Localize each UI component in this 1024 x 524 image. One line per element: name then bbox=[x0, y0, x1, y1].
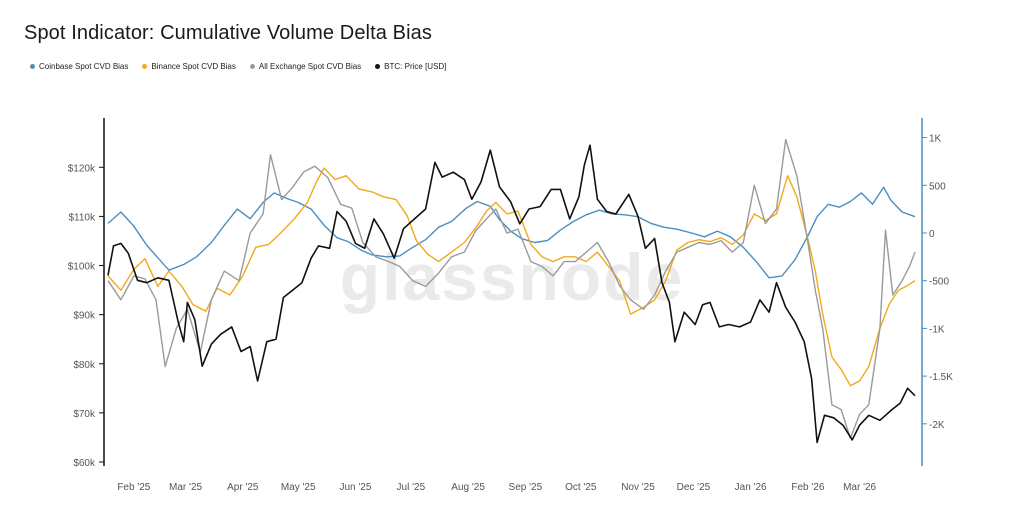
right-tick-label: -2K bbox=[929, 420, 945, 431]
series-line-coinbase-spot-cvd-bias[interactable] bbox=[107, 186, 916, 279]
series-line-all-exchange-spot-cvd-bias[interactable] bbox=[107, 138, 916, 439]
right-tick-label: 0 bbox=[929, 229, 935, 240]
x-tick-label: Mar '25 bbox=[169, 482, 202, 493]
left-tick-label: $110k bbox=[68, 212, 96, 223]
x-tick-label: Nov '25 bbox=[621, 482, 655, 493]
right-tick-label: 500 bbox=[929, 181, 946, 192]
right-tick-label: -500 bbox=[929, 277, 949, 288]
left-tick-label: $80k bbox=[73, 360, 96, 371]
x-tick-label: Jul '25 bbox=[397, 482, 426, 493]
right-tick-label: -1.5K bbox=[929, 372, 953, 383]
left-tick-label: $70k bbox=[73, 409, 96, 420]
series-line-btc-price-usd[interactable] bbox=[107, 144, 916, 444]
x-tick-label: Sep '25 bbox=[509, 482, 543, 493]
legend-label: All Exchange Spot CVD Bias bbox=[258, 62, 362, 71]
legend-item-binance[interactable]: Binance Spot CVD Bias bbox=[142, 62, 236, 71]
legend-item-coinbase[interactable]: Coinbase Spot CVD Bias bbox=[30, 62, 128, 71]
x-tick-label: Jun '25 bbox=[339, 482, 371, 493]
x-tick-label: Feb '26 bbox=[791, 482, 824, 493]
legend-swatch bbox=[249, 64, 255, 69]
x-tick-label: Apr '25 bbox=[227, 482, 259, 493]
legend-swatch bbox=[30, 64, 35, 69]
left-tick-label: $100k bbox=[68, 262, 96, 273]
x-tick-label: Jan '26 bbox=[735, 482, 767, 493]
legend: Coinbase Spot CVD Bias Binance Spot CVD … bbox=[30, 62, 446, 71]
x-tick-label: Feb '25 bbox=[117, 482, 150, 493]
chart-title: Spot Indicator: Cumulative Volume Delta … bbox=[24, 22, 432, 44]
legend-item-all-exchange[interactable]: All Exchange Spot CVD Bias bbox=[249, 62, 362, 71]
x-axis-ticks: Feb '25 Mar '25 Apr '25 May '25 Jun '25 Jul '… bbox=[117, 482, 876, 493]
right-axis-ticks: 1K 500 0 -500 -1K -1.5K -2K bbox=[922, 134, 953, 431]
x-tick-label: May '25 bbox=[281, 482, 316, 493]
left-tick-label: $120k bbox=[68, 163, 96, 174]
legend-label: BTC: Price [USD] bbox=[384, 62, 447, 71]
legend-label: Coinbase Spot CVD Bias bbox=[39, 62, 129, 71]
series-layer bbox=[107, 138, 916, 444]
x-tick-label: Dec '25 bbox=[677, 482, 711, 493]
left-axis-ticks: $60k $70k $80k $90k $100k $110k $120k bbox=[68, 163, 104, 469]
x-tick-label: Aug '25 bbox=[451, 482, 485, 493]
left-tick-label: $90k bbox=[73, 311, 96, 322]
x-tick-label: Oct '25 bbox=[565, 482, 597, 493]
left-tick-label: $60k bbox=[73, 458, 96, 469]
right-tick-label: 1K bbox=[929, 134, 942, 145]
x-tick-label: Mar '26 bbox=[843, 482, 876, 493]
right-tick-label: -1K bbox=[929, 324, 945, 335]
legend-label: Binance Spot CVD Bias bbox=[151, 62, 236, 71]
legend-item-btc-price[interactable]: BTC: Price [USD] bbox=[375, 62, 446, 71]
legend-swatch bbox=[375, 64, 381, 69]
legend-swatch bbox=[142, 64, 148, 69]
